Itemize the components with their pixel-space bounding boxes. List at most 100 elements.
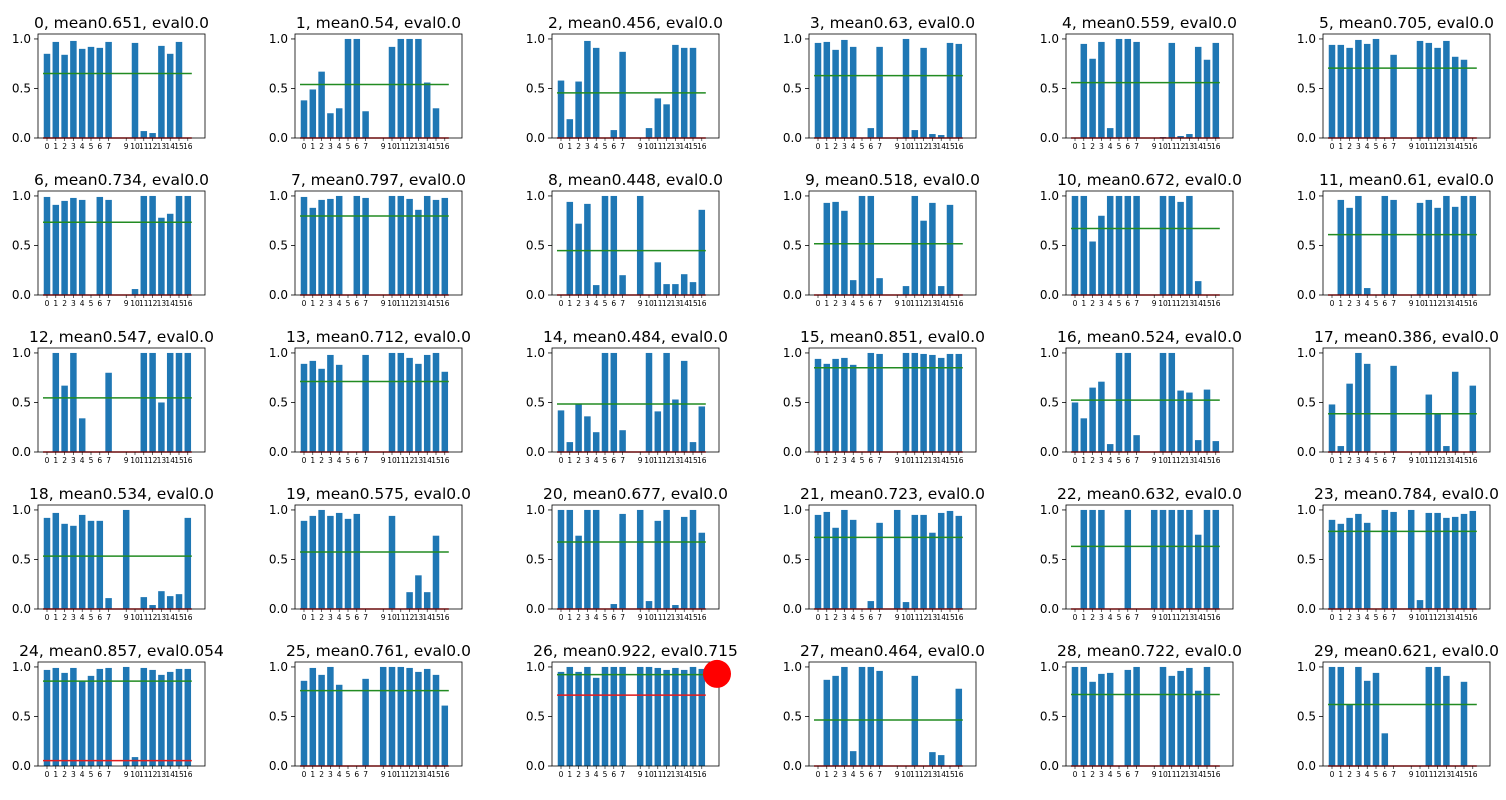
bar xyxy=(1133,195,1140,295)
xtick-label: 0 xyxy=(302,142,307,151)
bar xyxy=(1186,667,1193,766)
xtick-label: 2 xyxy=(833,142,838,151)
subplot-19: 19, mean0.575, eval0.00.00.51.00 1 2 3 4 5 6 7 9… xyxy=(269,485,471,622)
xtick-label: 10 xyxy=(644,770,654,779)
xtick-label: 1 xyxy=(1081,770,1086,779)
bar xyxy=(575,535,582,609)
xtick-label: 7 xyxy=(106,770,111,779)
bar xyxy=(406,198,413,295)
bar xyxy=(955,43,963,138)
xtick-label: 6 xyxy=(354,299,359,308)
xtick-label: 12 xyxy=(1433,613,1443,622)
bar xyxy=(619,275,626,295)
xtick-label: 11 xyxy=(1424,613,1434,622)
xtick-label: 5 xyxy=(1374,142,1379,151)
xtick-label: 2 xyxy=(576,142,581,151)
xtick-label: 11 xyxy=(396,299,406,308)
subplot-title: 6, mean0.734, eval0.0 xyxy=(34,171,209,189)
xtick-label: 0 xyxy=(1330,613,1335,622)
bar xyxy=(1451,516,1459,609)
bar xyxy=(592,677,600,766)
bar xyxy=(149,352,156,452)
xtick-label: 9 xyxy=(1152,299,1157,308)
bar xyxy=(1363,680,1371,766)
bar xyxy=(876,670,883,766)
bar xyxy=(893,509,901,609)
xtick-label: 0 xyxy=(559,142,564,151)
bar xyxy=(1451,56,1459,138)
xtick-label: 13 xyxy=(157,456,167,465)
xtick-label: 14 xyxy=(1450,613,1460,622)
bar xyxy=(911,514,919,609)
ytick-label: 1.0 xyxy=(526,503,545,517)
xtick-label: 14 xyxy=(936,456,946,465)
xtick-label: 2 xyxy=(1347,613,1352,622)
xtick-label: 16 xyxy=(697,142,707,151)
xtick-label: 11 xyxy=(1167,770,1177,779)
bar xyxy=(140,667,148,766)
bar xyxy=(823,363,831,452)
xtick-label: 6 xyxy=(97,456,102,465)
bar xyxy=(955,515,963,609)
bar xyxy=(158,674,165,766)
bar xyxy=(300,196,308,295)
ytick-label: 0.0 xyxy=(783,288,802,302)
subplot-title: 19, mean0.575, eval0.0 xyxy=(286,485,471,503)
xtick-label: 14 xyxy=(679,613,689,622)
subplot-23: 23, mean0.784, eval0.00.00.51.00 1 2 3 4 5 6 7 9… xyxy=(1297,485,1499,622)
xtick-label: 14 xyxy=(1193,299,1203,308)
subplot-title: 18, mean0.534, eval0.0 xyxy=(29,485,214,503)
bar xyxy=(689,282,697,295)
ytick-label: 0.0 xyxy=(1297,759,1316,773)
xtick-label: 3 xyxy=(585,299,590,308)
axes-frame xyxy=(1065,661,1234,767)
xtick-label: 12 xyxy=(919,142,929,151)
bar xyxy=(78,680,86,766)
bar xyxy=(423,354,431,452)
bar xyxy=(645,128,653,138)
xtick-label: 0 xyxy=(1330,142,1335,151)
xtick-label: 5 xyxy=(603,456,608,465)
axes-frame xyxy=(1065,347,1234,453)
xtick-label: 15 xyxy=(1202,142,1212,151)
bar xyxy=(1106,672,1114,766)
bar xyxy=(406,357,413,452)
bar xyxy=(902,352,910,452)
xtick-label: 5 xyxy=(1117,142,1122,151)
xtick-label: 13 xyxy=(671,613,681,622)
bar xyxy=(388,195,396,295)
xtick-label: 4 xyxy=(1108,142,1113,151)
bar xyxy=(1363,43,1371,138)
bar xyxy=(423,592,431,609)
xtick-label: 11 xyxy=(139,299,149,308)
bar xyxy=(946,204,954,295)
xtick-label: 3 xyxy=(842,142,847,151)
bar xyxy=(832,527,839,609)
xtick-label: 12 xyxy=(1433,142,1443,151)
bar xyxy=(1080,43,1088,138)
subplot-title: 15, mean0.851, eval0.0 xyxy=(800,328,985,346)
xtick-label: 3 xyxy=(328,456,333,465)
xtick-label: 11 xyxy=(396,142,406,151)
bar xyxy=(636,509,644,609)
ytick-label: 0.0 xyxy=(12,445,31,459)
ytick-label: 1.0 xyxy=(12,32,31,46)
bar xyxy=(566,119,574,138)
bar xyxy=(1443,446,1450,452)
subplot-22: 22, mean0.632, eval0.00.00.51.00 1 2 3 4 5 6 7 9… xyxy=(1040,485,1242,622)
xtick-label: 6 xyxy=(354,142,359,151)
bar xyxy=(849,519,857,609)
xtick-label: 13 xyxy=(414,456,424,465)
xtick-label: 9 xyxy=(1152,456,1157,465)
xtick-label: 11 xyxy=(396,613,406,622)
subplot-title: 29, mean0.621, eval0.0 xyxy=(1314,642,1499,660)
xtick-label: 1 xyxy=(1338,299,1343,308)
bar xyxy=(841,39,848,138)
bar xyxy=(1080,195,1088,295)
xtick-label: 7 xyxy=(620,299,625,308)
axes-frame xyxy=(551,504,720,610)
xtick-label: 3 xyxy=(1099,770,1104,779)
xtick-label: 1 xyxy=(824,613,829,622)
bar xyxy=(1168,675,1176,766)
xtick-label: 4 xyxy=(851,299,856,308)
